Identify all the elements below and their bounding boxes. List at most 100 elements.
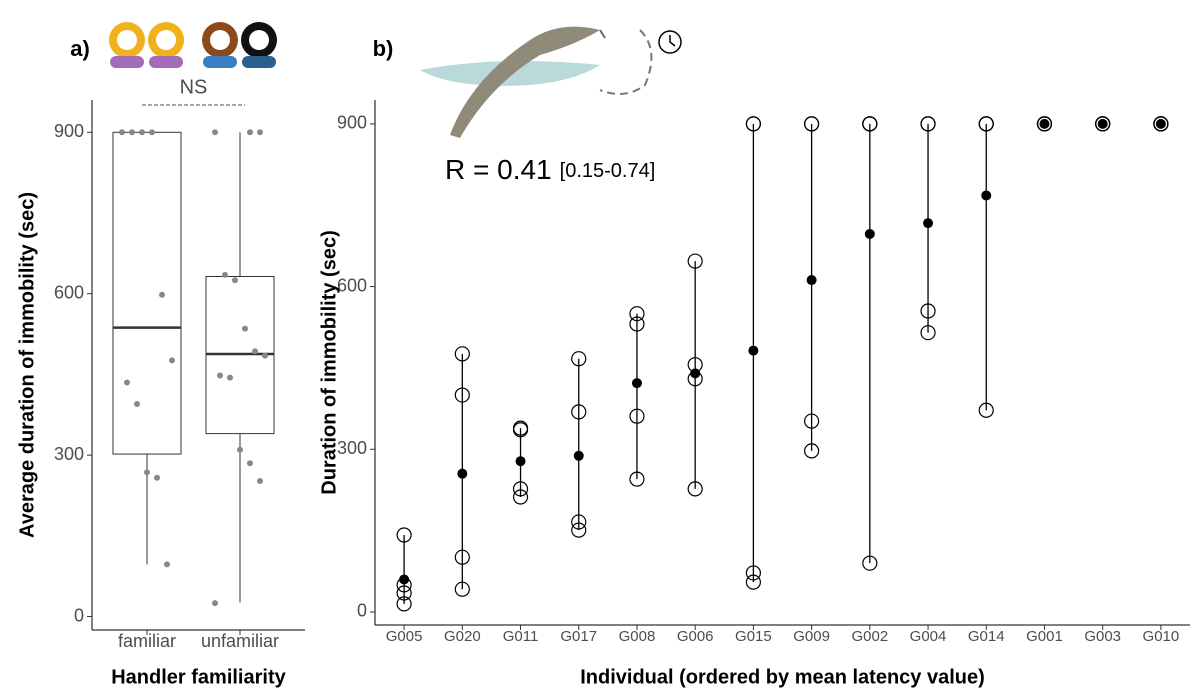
observation <box>629 408 645 424</box>
x-tick-label: G002 <box>851 628 888 645</box>
y-tick-label: 0 <box>74 605 84 625</box>
x-tick-label: G005 <box>386 628 423 645</box>
point <box>257 477 263 484</box>
mean <box>748 345 759 356</box>
point <box>247 460 253 467</box>
observation <box>629 316 645 332</box>
observation <box>512 489 529 505</box>
annotation-value: R = 0.41 <box>445 154 552 185</box>
x-tick-label: G017 <box>560 628 597 645</box>
panel-label: b) <box>373 36 394 61</box>
observation <box>512 481 529 497</box>
mean <box>1097 118 1108 129</box>
observation <box>687 253 703 269</box>
mean <box>631 378 642 389</box>
observation <box>978 402 994 418</box>
observation <box>920 303 936 319</box>
x-tick-label: G011 <box>503 628 539 645</box>
mean <box>690 368 701 379</box>
observation <box>454 387 470 403</box>
annotation-ci: [0.15-0.74] <box>560 160 656 182</box>
mean <box>981 190 992 201</box>
panel-label: a) <box>70 36 90 61</box>
observation <box>804 116 820 132</box>
point <box>134 401 140 408</box>
point <box>124 379 130 386</box>
y-tick-label: 600 <box>54 282 84 302</box>
mean <box>1039 118 1050 129</box>
observation <box>1153 116 1169 132</box>
observation <box>571 404 587 420</box>
x-axis-title: Individual (ordered by mean latency valu… <box>580 666 985 688</box>
gecko-illustration <box>420 26 682 139</box>
observation <box>396 596 412 612</box>
point <box>159 291 165 298</box>
x-tick-label: G020 <box>444 628 481 645</box>
mean <box>457 468 468 479</box>
x-tick-label: unfamiliar <box>201 631 279 651</box>
x-tick-label: G003 <box>1084 628 1121 645</box>
observation <box>396 527 412 543</box>
y-tick-label: 900 <box>54 121 84 141</box>
x-tick-label: G009 <box>793 628 830 645</box>
mean <box>573 450 584 461</box>
x-tick-label: G001 <box>1026 628 1063 645</box>
annotation: R = 0.41 [0.15-0.74] <box>445 154 655 185</box>
point <box>129 129 135 136</box>
point <box>227 374 233 381</box>
observation <box>745 565 761 581</box>
observation <box>978 116 994 132</box>
point <box>139 129 145 136</box>
observation <box>1095 116 1111 132</box>
observation <box>512 422 529 438</box>
y-tick-label: 0 <box>357 601 367 621</box>
x-tick-label: G010 <box>1143 628 1180 645</box>
point <box>212 600 218 607</box>
point <box>247 129 253 136</box>
x-axis-title: Handler familiarity <box>111 666 286 688</box>
point <box>262 352 268 359</box>
observation <box>454 549 470 565</box>
observation <box>920 116 936 132</box>
observation <box>745 116 761 132</box>
point <box>237 446 243 453</box>
y-tick-label: 300 <box>337 438 367 458</box>
observation <box>745 574 761 590</box>
y-tick-label: 900 <box>337 113 367 133</box>
observation <box>454 581 470 597</box>
point <box>257 129 263 136</box>
point <box>232 277 238 284</box>
point <box>252 348 258 355</box>
y-axis-title: Duration of immobility (sec) <box>318 230 340 494</box>
observation <box>396 585 412 601</box>
x-tick-label: G014 <box>968 628 1005 645</box>
box <box>112 131 182 455</box>
point <box>222 271 228 278</box>
x-tick-label: familiar <box>118 631 176 651</box>
point <box>242 325 248 332</box>
x-tick-label: G015 <box>735 628 772 645</box>
annotation: NS <box>180 76 208 98</box>
observation <box>804 413 820 429</box>
x-tick-label: G006 <box>677 628 714 645</box>
mean <box>864 228 875 239</box>
point <box>164 561 170 568</box>
observation <box>920 325 936 341</box>
observation <box>454 346 470 362</box>
mean <box>923 218 934 229</box>
x-tick-label: G004 <box>910 628 947 645</box>
observation <box>862 555 878 571</box>
observation <box>687 481 703 497</box>
observation <box>629 306 645 322</box>
observation <box>629 471 645 487</box>
observation <box>1036 116 1053 132</box>
y-axis-title: Average duration of immobility (sec) <box>16 192 38 538</box>
mean <box>399 574 410 585</box>
y-tick-label: 600 <box>337 275 367 295</box>
mean <box>515 456 526 467</box>
point <box>144 469 150 476</box>
observation <box>571 351 587 367</box>
mean <box>1155 118 1166 129</box>
observation <box>571 514 587 530</box>
observation <box>571 522 587 538</box>
